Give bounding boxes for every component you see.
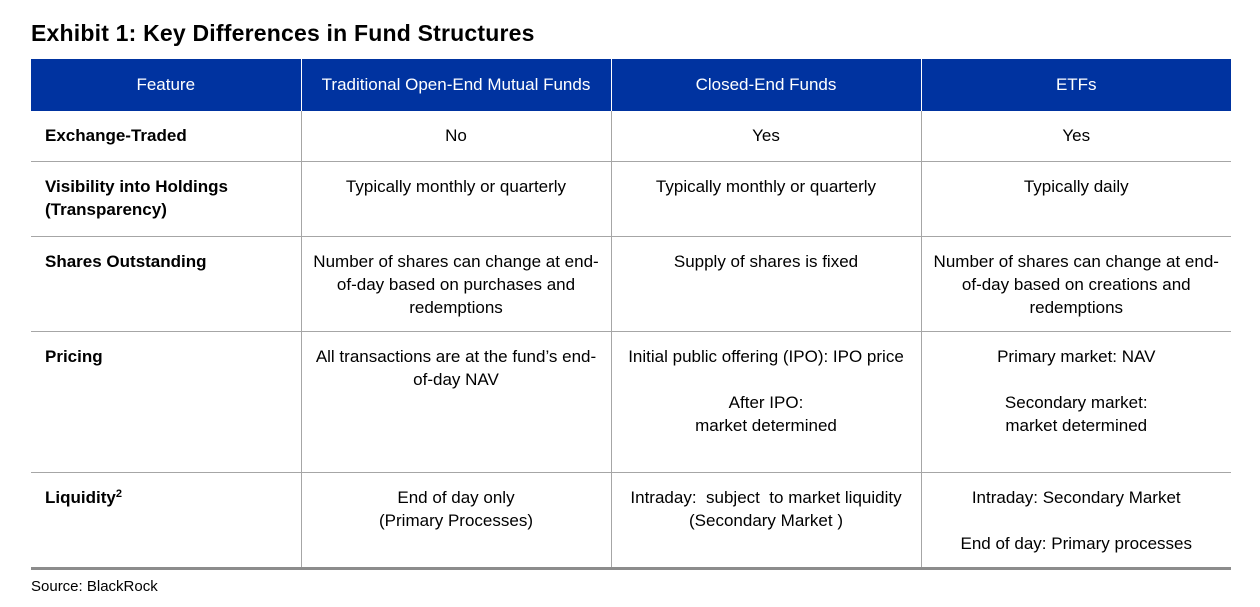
- cell-spacer: [930, 509, 1224, 532]
- cell-text: market determined: [1005, 415, 1148, 435]
- cell-text: Initial public offering (IPO): IPO price: [628, 346, 904, 366]
- cell-etfs: Intraday: Secondary Market End of day: P…: [921, 472, 1231, 570]
- cell-closed-end-funds: Typically monthly or quarterly: [611, 161, 922, 237]
- cell-closed-end-funds: Yes: [611, 111, 922, 162]
- row-feature-label: Shares Outstanding: [31, 236, 302, 332]
- footnote-marker: 2: [115, 487, 122, 500]
- cell-spacer: [620, 368, 913, 391]
- row-feature-label: Liquidity2: [31, 472, 302, 570]
- header-row: Feature Traditional Open-End Mutual Fund…: [31, 59, 1231, 111]
- cell-closed-end-funds: Initial public offering (IPO): IPO price…: [611, 331, 922, 473]
- cell-text: Primary market: NAV: [997, 346, 1156, 366]
- feature-label-line: (Transparency): [45, 199, 167, 219]
- column-header-closed-end-funds: Closed-End Funds: [611, 59, 922, 111]
- table-row: Pricing All transactions are at the fund…: [31, 331, 1231, 473]
- column-header-feature: Feature: [31, 59, 302, 111]
- cell-mutual-funds: End of day only (Primary Processes): [301, 472, 612, 570]
- exhibit-title: Exhibit 1: Key Differences in Fund Struc…: [31, 20, 535, 46]
- cell-closed-end-funds: Intraday: subject to market liquidity (S…: [611, 472, 922, 570]
- cell-mutual-funds: Number of shares can change at end-of-da…: [301, 236, 612, 332]
- cell-spacer: [930, 368, 1224, 391]
- cell-etfs: Typically daily: [921, 161, 1231, 237]
- row-feature-label: Pricing: [31, 331, 302, 473]
- feature-label-text: Liquidity: [45, 487, 116, 507]
- table-row: Exchange-Traded No Yes Yes: [31, 111, 1231, 162]
- cell-text: End of day only: [397, 487, 515, 507]
- table-row: Visibility into Holdings (Transparency) …: [31, 161, 1231, 237]
- table-row: Liquidity2 End of day only (Primary Proc…: [31, 472, 1231, 570]
- row-feature-label: Visibility into Holdings (Transparency): [31, 161, 302, 237]
- column-header-mutual-funds: Traditional Open-End Mutual Funds: [301, 59, 612, 111]
- cell-closed-end-funds: Supply of shares is fixed: [611, 236, 922, 332]
- cell-text: Secondary market:: [1004, 392, 1148, 412]
- source-note: Source: BlackRock: [31, 578, 158, 595]
- cell-mutual-funds: All transactions are at the fund’s end-o…: [301, 331, 612, 473]
- cell-text: After IPO:: [728, 392, 804, 412]
- fund-structures-table: Feature Traditional Open-End Mutual Fund…: [31, 59, 1231, 570]
- cell-text: End of day: Primary processes: [960, 533, 1192, 553]
- cell-mutual-funds: No: [301, 111, 612, 162]
- row-feature-label: Exchange-Traded: [31, 111, 302, 162]
- table-row: Shares Outstanding Number of shares can …: [31, 236, 1231, 332]
- cell-mutual-funds: Typically monthly or quarterly: [301, 161, 612, 237]
- cell-text: Intraday: Secondary Market: [971, 487, 1181, 507]
- column-header-etfs: ETFs: [921, 59, 1231, 111]
- cell-text: market determined: [695, 415, 837, 435]
- feature-label-line: Visibility into Holdings: [45, 176, 228, 196]
- cell-etfs: Yes: [921, 111, 1231, 162]
- cell-etfs: Primary market: NAV Secondary market: ma…: [921, 331, 1231, 473]
- cell-text: (Primary Processes): [379, 510, 533, 530]
- cell-etfs: Number of shares can change at end-of-da…: [921, 236, 1231, 332]
